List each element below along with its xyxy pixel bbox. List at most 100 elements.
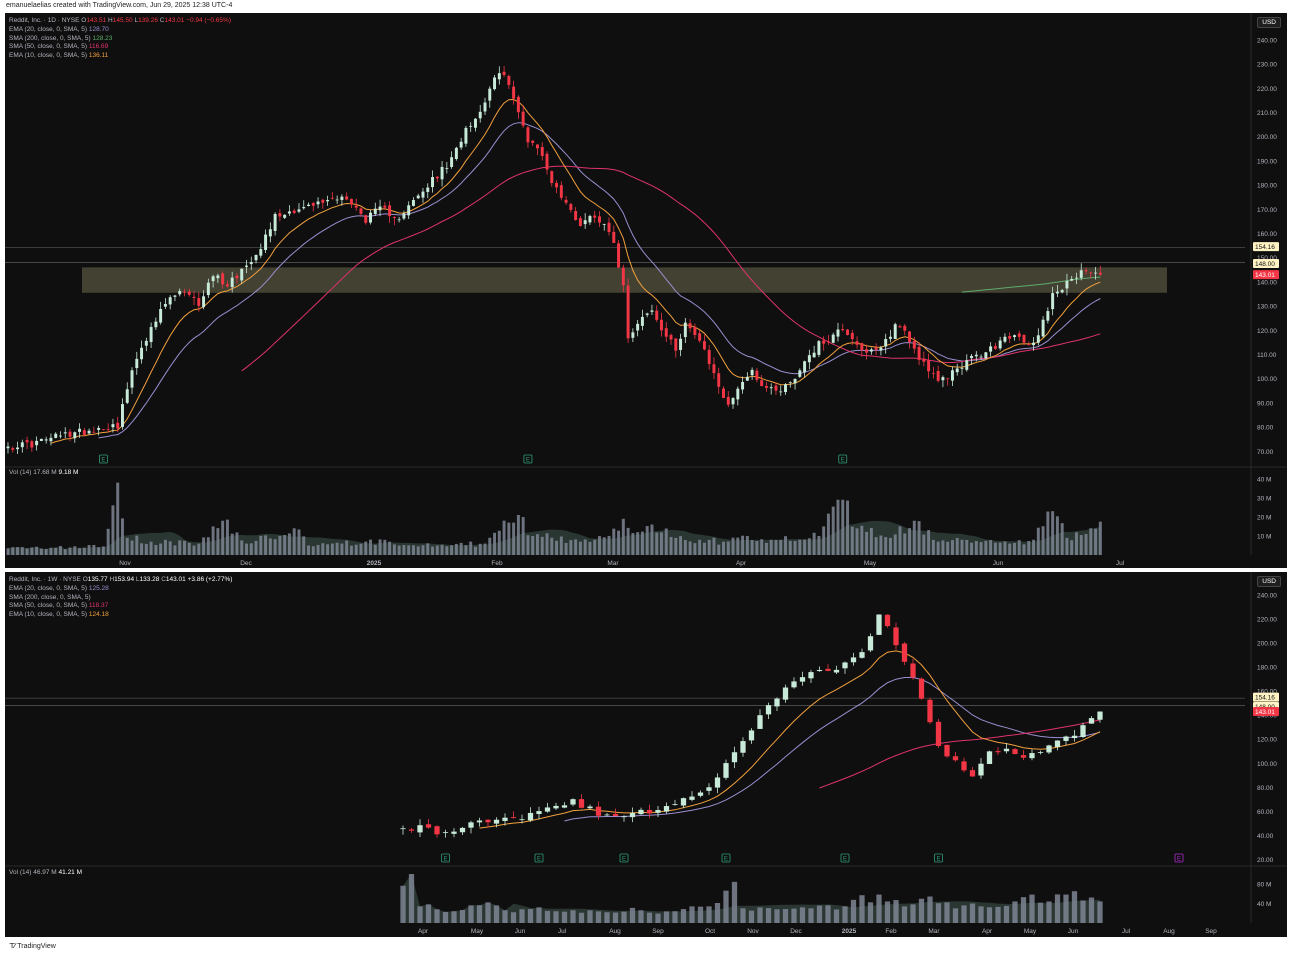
volume-axis-label: 40 M <box>1257 901 1271 908</box>
candle-body <box>359 208 363 214</box>
volume-bar <box>49 547 53 555</box>
indicator-label: EMA (20, close, 0, SMA, 5) <box>9 25 88 33</box>
candle-body <box>788 382 792 384</box>
volume-bar <box>722 541 725 555</box>
candle-body <box>502 817 508 821</box>
volume-bar <box>664 528 668 555</box>
indicator-label: EMA (10, close, 0, SMA, 5) <box>9 611 88 619</box>
candle-body <box>1029 753 1035 759</box>
earnings-marker-icon <box>441 853 450 863</box>
volume-bar <box>927 530 931 555</box>
volume-bar <box>961 905 967 923</box>
x-tick-label: Jul <box>1122 928 1131 935</box>
candle-body <box>952 756 959 761</box>
volume-bar <box>952 908 959 923</box>
volume-bar <box>807 538 811 555</box>
weekly-chart-panel[interactable]: 240.00 220.00 200.00 180.00 160.00 140.00 120.… <box>5 572 1287 937</box>
price-label-bg <box>1253 242 1279 252</box>
weekly-indicator-ema10[interactable]: EMA (10, close, 0, SMA, 5) 124.18 <box>9 611 232 620</box>
candle-body <box>833 669 840 673</box>
candle-body <box>765 705 772 715</box>
volume-bar <box>1032 539 1036 555</box>
volume-bar <box>326 544 330 555</box>
earnings-marker-icon <box>99 454 108 464</box>
candle-body <box>612 813 619 817</box>
volume-bar <box>402 544 406 555</box>
candle-body <box>178 290 182 295</box>
daily-candlestick-chart[interactable]: 240.00 230.00 220.00 210.00 200.00 190.00 180.… <box>5 13 1287 568</box>
candle-body <box>918 678 925 699</box>
candle-body <box>1051 293 1055 310</box>
volume-bar <box>978 906 984 923</box>
candle-body <box>723 763 729 778</box>
candle-body <box>192 296 196 298</box>
volume-bar <box>688 541 692 555</box>
volume-bar <box>1065 537 1069 555</box>
chart-caption: emanuelaelias created with TradingView.c… <box>6 2 233 9</box>
volume-bar <box>516 515 520 555</box>
daily-low-label: L <box>134 17 139 24</box>
daily-chart-panel[interactable]: 240.00 230.00 220.00 210.00 200.00 190.00 180.… <box>5 13 1287 568</box>
y-tick-label: 220.00 <box>1257 616 1277 623</box>
volume-bar <box>831 506 835 555</box>
volume-bar <box>683 540 687 555</box>
tradingview-brand[interactable]: TradingView <box>17 943 56 950</box>
indicator-label: SMA (200, close, 0, SMA, 5) <box>9 593 91 601</box>
candle-body <box>340 196 344 200</box>
candle-body <box>812 352 816 358</box>
candle-body <box>893 627 899 646</box>
volume-bar <box>769 539 773 555</box>
volume-bar <box>1098 521 1102 555</box>
volume-bar <box>297 529 301 555</box>
volume-bar <box>950 540 954 555</box>
daily-indicator-sma200[interactable]: SMA (200, close, 0, SMA, 5) 128.23 <box>9 35 231 44</box>
candle-body <box>908 331 912 342</box>
candle-body <box>378 206 382 211</box>
candle-body <box>435 176 439 179</box>
daily-currency-button[interactable]: USD <box>1257 17 1281 28</box>
weekly-indicator-sma50[interactable]: SMA (50, close, 0, SMA, 5) 118.37 <box>9 602 232 611</box>
candle-body <box>6 446 10 449</box>
weekly-indicator-ema20[interactable]: EMA (20, close, 0, SMA, 5) 125.28 <box>9 585 232 594</box>
volume-bar <box>736 537 740 555</box>
y-tick-label: 140.00 <box>1257 279 1277 286</box>
volume-bar <box>187 542 191 555</box>
candle-body <box>426 187 430 192</box>
candle-body <box>859 652 865 658</box>
candle-body <box>364 215 368 223</box>
volume-bar <box>459 909 466 923</box>
volume-bar <box>655 532 659 555</box>
candle-body <box>402 213 406 219</box>
candle-body <box>698 333 702 341</box>
candle-body <box>816 669 823 672</box>
candle-body <box>425 824 432 828</box>
daily-indicator-ema10[interactable]: EMA (10, close, 0, SMA, 5) 136.11 <box>9 52 231 61</box>
daily-indicator-ema20[interactable]: EMA (20, close, 0, SMA, 5) 128.70 <box>9 26 231 35</box>
volume-bar <box>397 545 401 555</box>
candle-body <box>602 224 606 225</box>
candle-body <box>545 153 549 170</box>
volume-bar <box>901 906 908 923</box>
volume-bar <box>935 903 942 923</box>
weekly-candlestick-chart[interactable]: 240.00 220.00 200.00 180.00 160.00 140.00 120.… <box>5 572 1287 937</box>
candle-body <box>893 324 897 340</box>
volume-bar <box>826 513 830 555</box>
daily-change: −0.94 (−0.65%) <box>186 17 231 24</box>
x-tick-label: Nov <box>747 928 759 935</box>
daily-indicator-sma50[interactable]: SMA (50, close, 0, SMA, 5) 116.69 <box>9 43 231 52</box>
candle-body <box>400 828 406 830</box>
candle-body <box>451 831 457 834</box>
candle-body <box>1046 311 1050 321</box>
candle-body <box>646 809 653 814</box>
daily-high-label: H <box>108 17 113 24</box>
weekly-indicator-sma200[interactable]: SMA (200, close, 0, SMA, 5) <box>9 594 232 603</box>
candle-body <box>92 431 96 433</box>
candle-body <box>1071 735 1078 739</box>
candle-body <box>485 819 491 823</box>
x-tick-label: Nov <box>119 560 131 567</box>
volume-bar <box>1041 526 1045 555</box>
candle-body <box>230 277 234 288</box>
weekly-currency-button[interactable]: USD <box>1257 576 1281 587</box>
volume-bar <box>636 532 640 555</box>
candle-body <box>483 102 487 112</box>
